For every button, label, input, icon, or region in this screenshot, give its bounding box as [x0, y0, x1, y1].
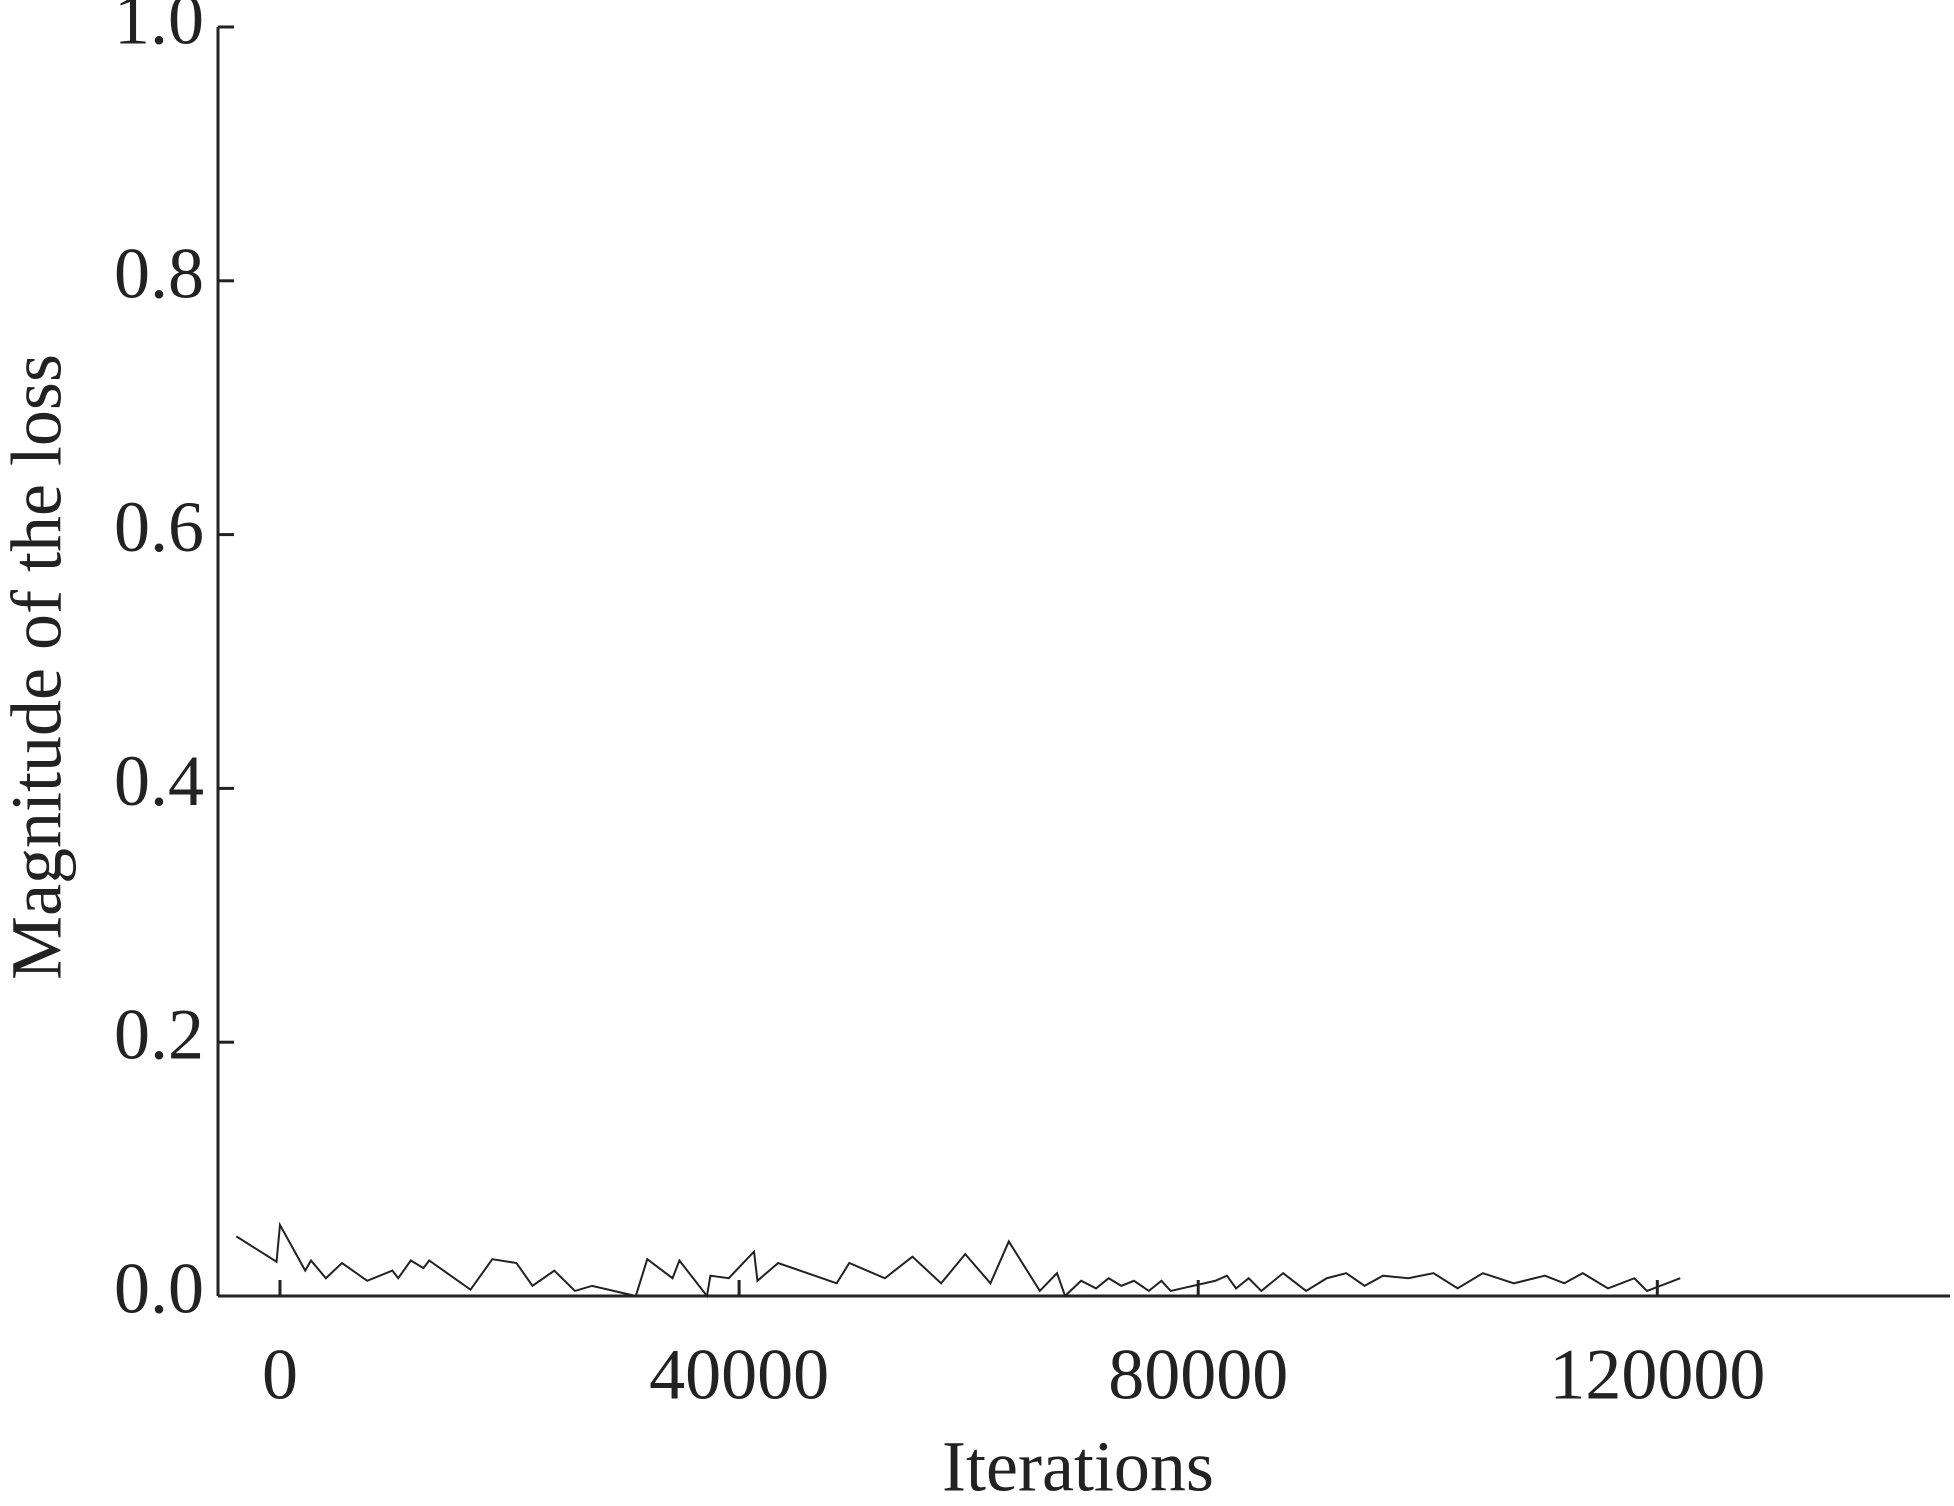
x-tick-label: 80000 [1108, 1335, 1288, 1415]
x-axis-title: Iterations [942, 1427, 1214, 1506]
y-tick-label: 0.6 [114, 487, 204, 567]
y-axis-title: Magnitude of the loss [0, 354, 77, 980]
y-tick-label: 0.2 [114, 995, 204, 1075]
loss-line [235, 1221, 1681, 1299]
y-tick-label: 0.0 [114, 1249, 204, 1329]
y-tick-label: 0.8 [114, 233, 204, 313]
y-tick-label: 0.4 [114, 741, 204, 821]
x-tick-label: 0 [262, 1335, 298, 1415]
y-tick-label: 1.0 [114, 0, 204, 60]
x-tick-label: 40000 [649, 1335, 829, 1415]
x-tick-label: 120000 [1549, 1335, 1765, 1415]
